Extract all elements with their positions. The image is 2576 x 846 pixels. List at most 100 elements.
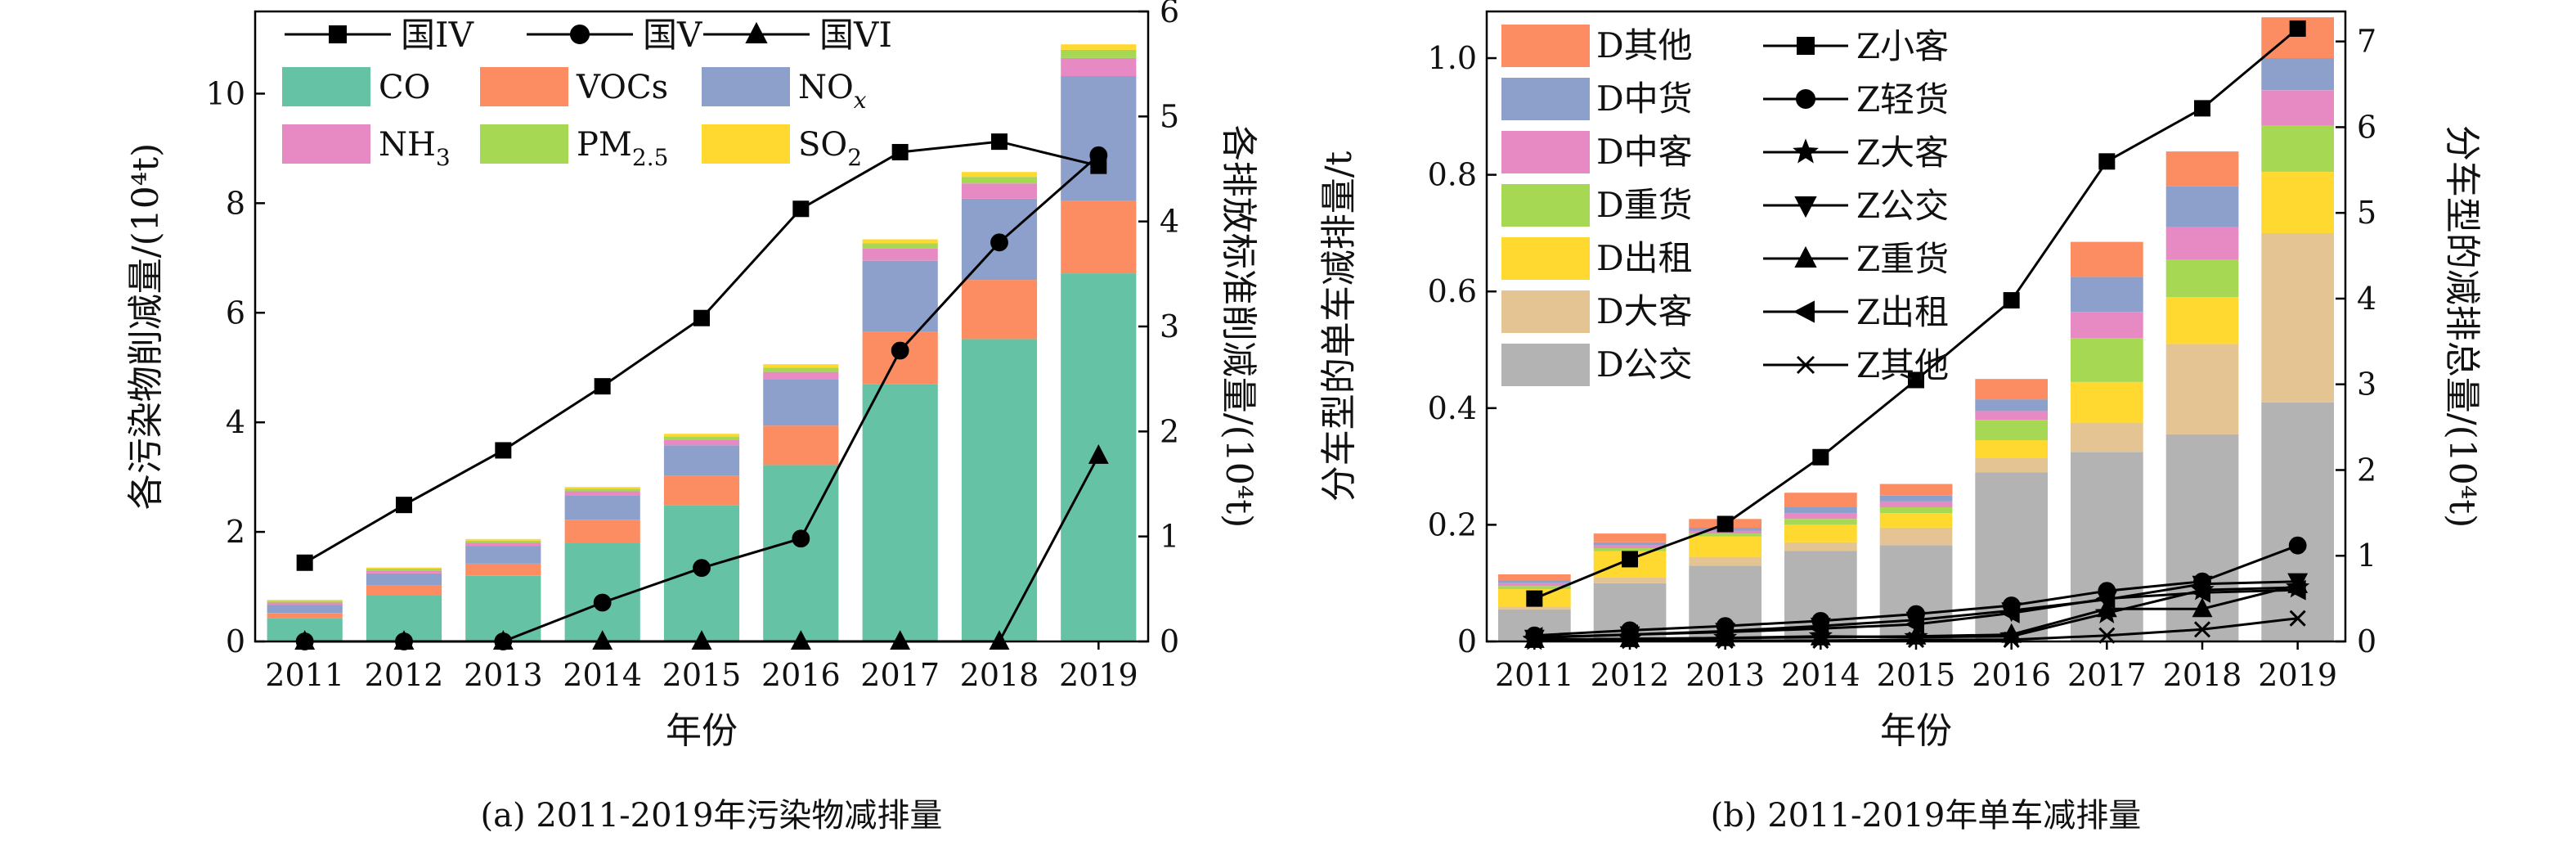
- bar-nox-2-2014: [564, 495, 640, 520]
- y-tick-label: 0: [226, 623, 245, 659]
- x-tick-label: 2015: [1877, 657, 1956, 693]
- point-z-0-2014: [1812, 448, 1829, 466]
- point-v-1-2019: [1089, 146, 1108, 164]
- bar-d-3-2013: [1689, 533, 1761, 537]
- bar-pm25-4-2013: [465, 540, 541, 543]
- legend-label: NOx: [798, 69, 867, 114]
- point-iv-0-2014: [594, 378, 611, 395]
- bar-nox-2-2011: [267, 605, 343, 614]
- legend-label: D大客: [1596, 291, 1693, 331]
- bar-d-1-2019: [2261, 232, 2334, 403]
- point-z-0-2019: [2289, 20, 2306, 37]
- bar-vocs-1-2019: [1061, 200, 1137, 274]
- legend-label: Z轻货: [1856, 79, 1949, 119]
- y-tick-label: 6: [226, 295, 245, 331]
- bar-co-0-2014: [564, 542, 640, 641]
- legend-swatch-d-5: [1501, 290, 1590, 333]
- bar-d-6-2014: [1784, 493, 1857, 507]
- point-z-5-2019: [2286, 579, 2306, 601]
- legend-label: D中客: [1596, 132, 1693, 172]
- bar-d-2-2019: [2261, 172, 2334, 233]
- legend-label: D重货: [1596, 185, 1693, 225]
- bar-d-6-2011: [1498, 574, 1571, 581]
- point-v-1-2018: [990, 233, 1008, 252]
- legend-label-base: PM: [577, 126, 632, 164]
- x-axis-title: 年份: [666, 710, 738, 752]
- legend-label: D出租: [1596, 238, 1693, 278]
- x-tick-label: 2019: [1059, 657, 1138, 693]
- bar-vocs-1-2015: [663, 475, 740, 506]
- bar-d-1-2014: [1784, 542, 1857, 551]
- x-tick-label: 2017: [860, 657, 940, 693]
- bar-d-5-2018: [2165, 186, 2239, 227]
- bar-d-2-2017: [2071, 381, 2143, 423]
- y2-tick-label: 5: [2357, 195, 2376, 231]
- legend-swatch-so2-5: [702, 124, 790, 164]
- bar-d-2-2018: [2165, 297, 2239, 344]
- x-tick-label: 2017: [2067, 657, 2147, 693]
- bar-d-3-2011: [1498, 586, 1571, 589]
- legend-label-base: NH: [379, 126, 436, 164]
- y2-tick-label: 2: [2357, 452, 2376, 488]
- bar-nox-2-2015: [663, 445, 740, 476]
- legend-label: NH3: [379, 126, 451, 171]
- legend-label: CO: [379, 69, 430, 106]
- legend-swatch-d-0: [1501, 25, 1590, 67]
- legend-marker-z-3: [1794, 196, 1817, 218]
- bar-nh3-3-2019: [1061, 57, 1137, 76]
- legend-marker-z-6: [1796, 355, 1815, 375]
- legend-label: D公交: [1596, 344, 1693, 385]
- point-z-6-2019: [2289, 610, 2306, 627]
- legend-label: 国V: [643, 15, 702, 55]
- legend-label: D中货: [1596, 79, 1693, 119]
- bar-co-0-2016: [763, 465, 839, 641]
- figure-caption: (a) 2011-2019年污染物减排量: [481, 797, 943, 835]
- x-tick-label: 2019: [2258, 657, 2337, 693]
- bar-d-6-2018: [2165, 151, 2239, 187]
- bar-d-1-2011: [1498, 606, 1571, 610]
- bar-d-6-2012: [1593, 533, 1667, 542]
- bar-d-4-2019: [2261, 90, 2334, 126]
- legend-label-base: SO: [798, 126, 847, 164]
- y2-axis-title: 分车型的减排总量/(10⁴t): [2441, 125, 2483, 528]
- bar-so2-5-2018: [961, 172, 1038, 178]
- point-z-0-2016: [2003, 292, 2020, 309]
- bar-so2-5-2016: [763, 364, 839, 368]
- x-tick-label: 2016: [761, 657, 841, 693]
- legend-swatch-pm25-4: [480, 124, 568, 164]
- point-z-5-2016: [1999, 602, 2020, 623]
- point-iv-0-2011: [296, 554, 313, 571]
- chart-b: 0 0.2 0.4 0.6 0.8 1.0 0 1 2 3 4 5 6 7 2011 2012 2013 2014…: [1318, 10, 2483, 835]
- point-z-6-2017: [2098, 627, 2116, 644]
- y2-tick-label: 6: [2357, 109, 2376, 145]
- point-z-0-2018: [2194, 100, 2210, 117]
- bar-d-6-2016: [1975, 379, 2048, 400]
- bar-pm25-4-2017: [862, 243, 938, 249]
- point-v-1-2014: [593, 593, 612, 612]
- bar-d-5-2011: [1498, 580, 1571, 583]
- point-z-5-2014: [1809, 618, 1829, 639]
- point-iv-0-2017: [891, 143, 909, 160]
- x-axis-title: 年份: [1880, 710, 1952, 752]
- bar-d-4-2011: [1498, 583, 1571, 587]
- x-tick-label: 2018: [2163, 657, 2242, 693]
- bar-d-4-2018: [2165, 227, 2239, 259]
- legend-label: 国VI: [819, 15, 892, 55]
- bar-pm25-4-2012: [366, 568, 442, 571]
- bar-d-1-2016: [1975, 457, 2048, 473]
- bar-d-3-2019: [2261, 125, 2334, 172]
- bar-d-5-2016: [1975, 399, 2048, 412]
- point-z-0-2012: [1622, 551, 1638, 568]
- legend-swatch-d-1: [1501, 78, 1590, 120]
- point-v-1-2017: [891, 341, 909, 360]
- point-z-5-2017: [2095, 588, 2116, 610]
- point-iv-0-2016: [792, 200, 810, 218]
- legend-label: VOCs: [576, 69, 668, 106]
- bar-d-4-2015: [1879, 501, 1953, 507]
- legend-label-base: CO: [379, 69, 430, 106]
- bar-d-1-2015: [1879, 528, 1953, 546]
- legend-label: PM2.5: [577, 126, 668, 171]
- legend-label-sub: 2: [847, 144, 862, 171]
- legend-label: Z公交: [1856, 186, 1949, 226]
